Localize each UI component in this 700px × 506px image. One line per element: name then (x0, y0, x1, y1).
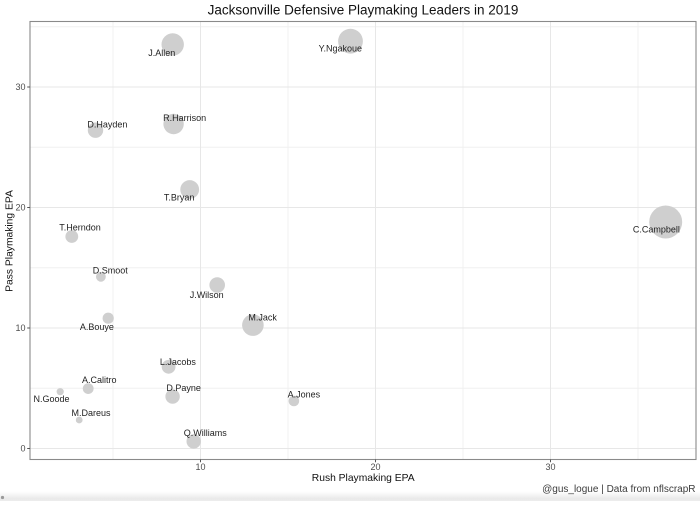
svg-text:Rush Playmaking EPA: Rush Playmaking EPA (312, 473, 415, 484)
svg-text:Pass Playmaking EPA: Pass Playmaking EPA (5, 190, 16, 292)
svg-text:J.Allen: J.Allen (148, 48, 175, 58)
svg-text:T.Bryan: T.Bryan (164, 193, 195, 203)
svg-text:R.Harrison: R.Harrison (163, 113, 206, 123)
svg-text:20: 20 (370, 462, 380, 472)
svg-text:30: 30 (15, 82, 25, 92)
svg-text:T.Herndon: T.Herndon (59, 222, 101, 232)
svg-text:L.Jacobs: L.Jacobs (160, 357, 197, 367)
svg-text:D.Payne: D.Payne (166, 383, 201, 393)
svg-text:Y.Ngakoue: Y.Ngakoue (319, 44, 362, 54)
svg-text:D.Smoot: D.Smoot (93, 266, 129, 276)
svg-text:0: 0 (20, 444, 25, 454)
svg-text:J.Wilson: J.Wilson (190, 290, 224, 300)
svg-text:A.Bouye: A.Bouye (80, 322, 114, 332)
svg-text:A.Calitro: A.Calitro (82, 375, 117, 385)
svg-text:M.Dareus: M.Dareus (71, 408, 111, 418)
svg-text:30: 30 (545, 462, 555, 472)
svg-text:Q.Williams: Q.Williams (184, 428, 227, 438)
svg-text:10: 10 (195, 462, 205, 472)
svg-text:@gus_logue | Data from nflscra: @gus_logue | Data from nflscrapR (542, 484, 695, 495)
svg-text:20: 20 (15, 203, 25, 213)
svg-text:M.Jack: M.Jack (248, 313, 277, 323)
svg-text:Jacksonville Defensive Playmak: Jacksonville Defensive Playmaking Leader… (208, 2, 519, 17)
svg-text:10: 10 (15, 323, 25, 333)
svg-text:A.Jones: A.Jones (288, 390, 321, 400)
svg-text:D.Hayden: D.Hayden (87, 120, 127, 130)
svg-text:C.Campbell: C.Campbell (633, 225, 680, 235)
svg-text:N.Goode: N.Goode (33, 394, 69, 404)
